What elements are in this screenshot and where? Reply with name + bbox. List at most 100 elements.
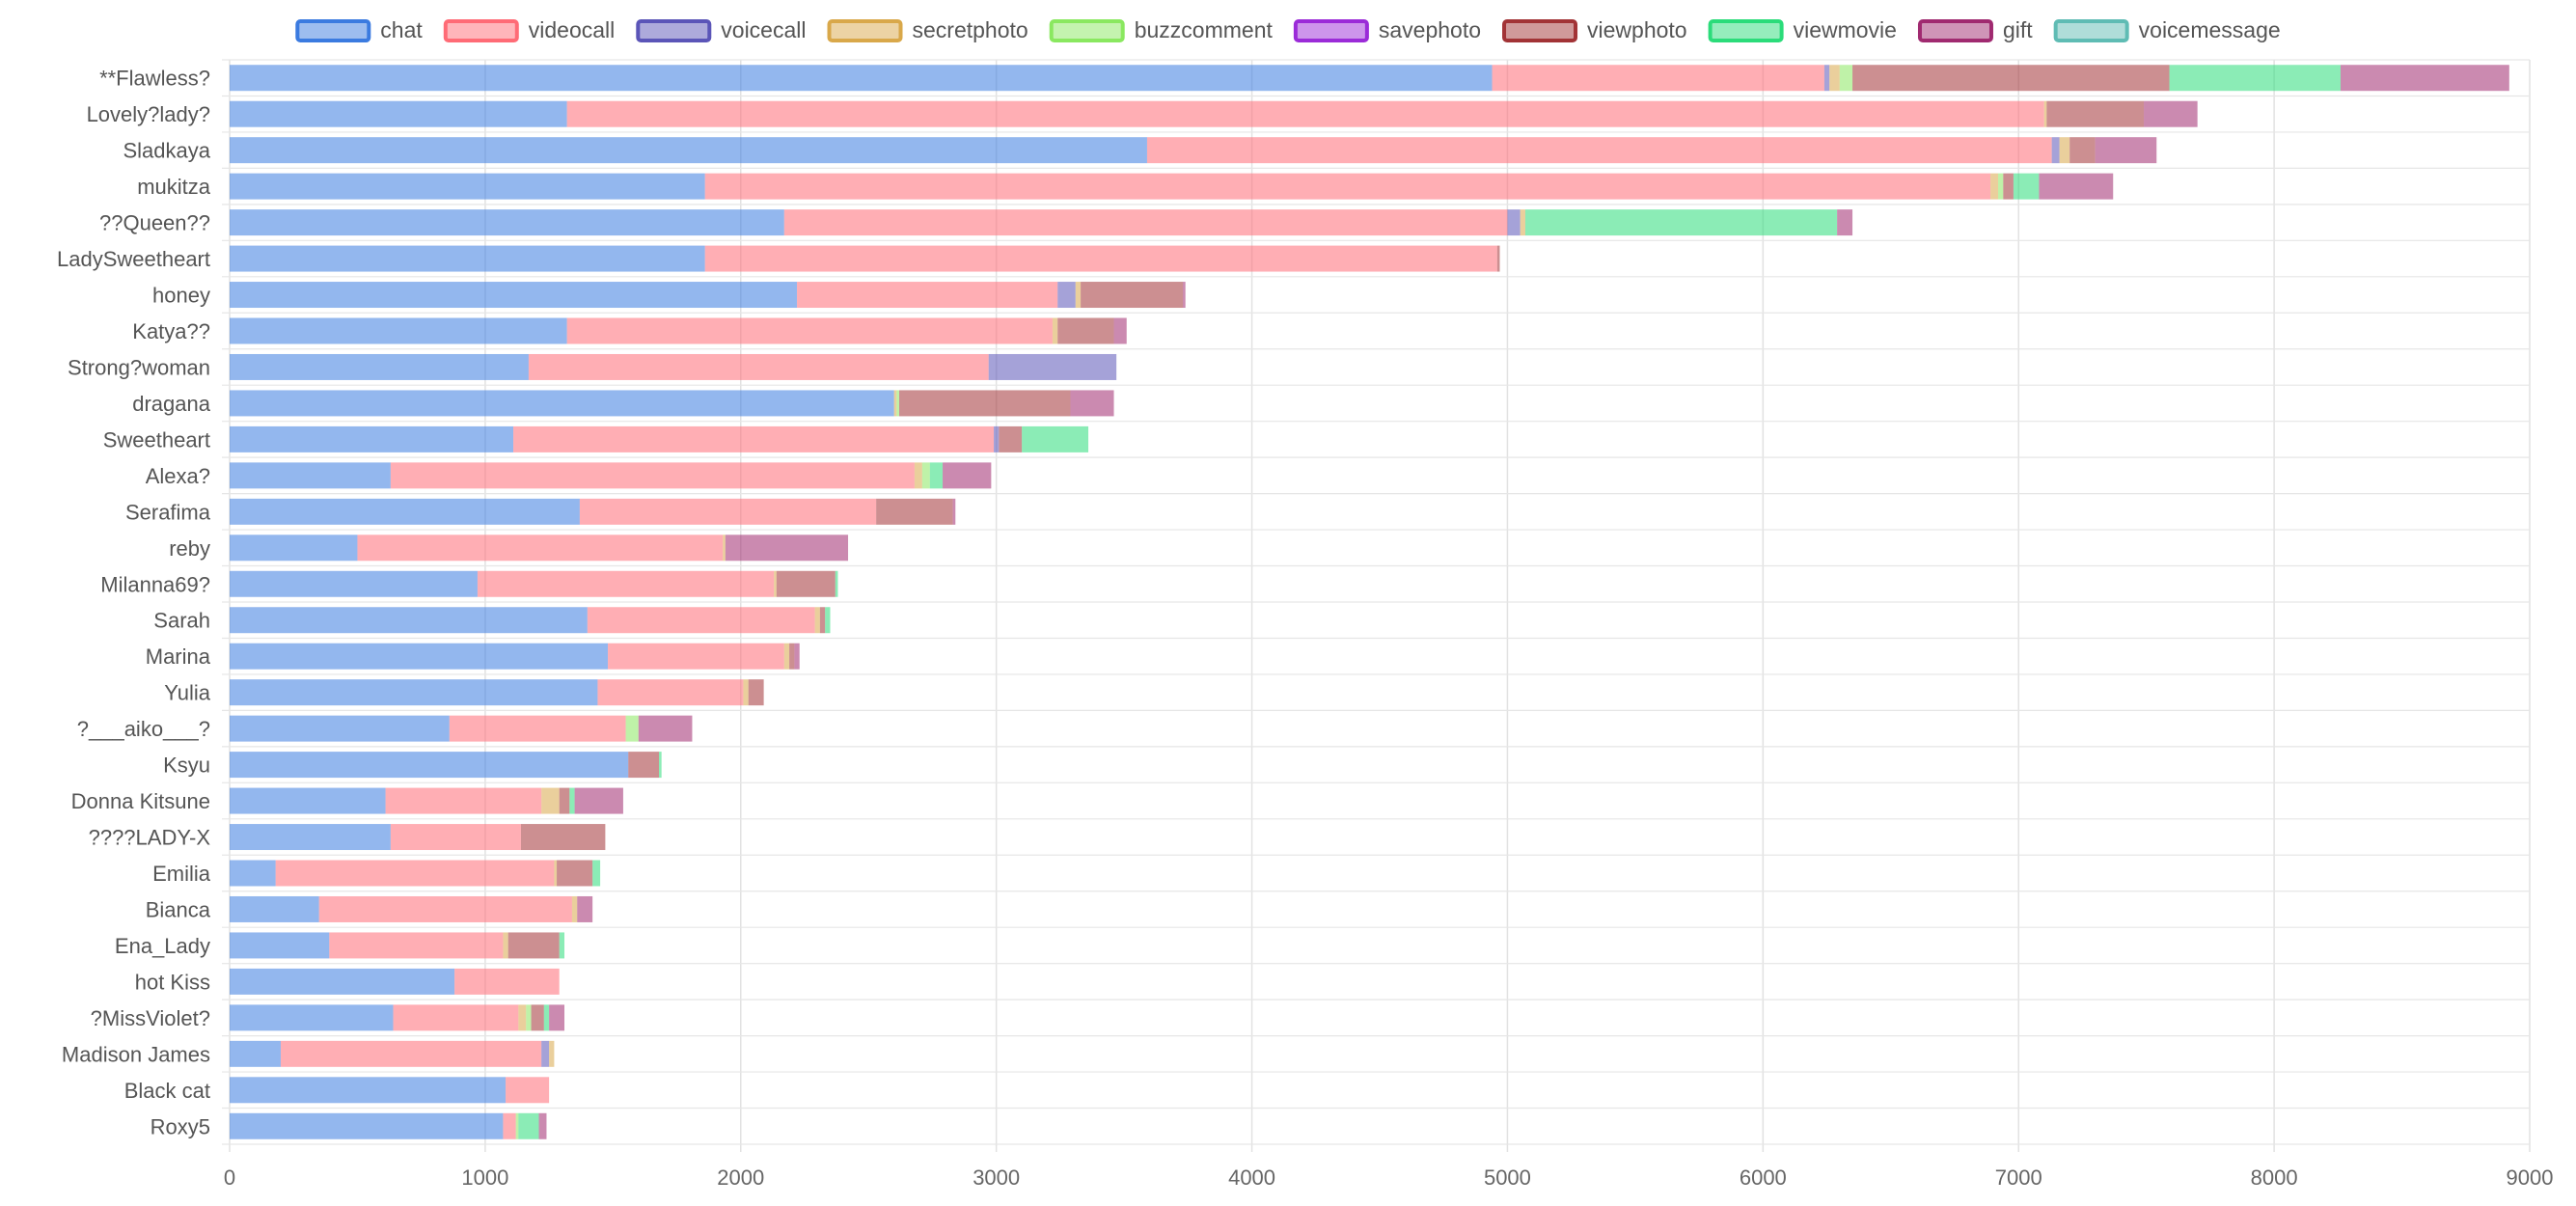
bar-segment-secretphoto[interactable] [893, 390, 897, 417]
bar-segment-videocall[interactable] [393, 1004, 519, 1031]
bar-segment-videocall[interactable] [783, 209, 1508, 236]
bar-segment-secretphoto[interactable] [1075, 282, 1082, 309]
bar-segment-gift[interactable] [638, 715, 693, 742]
bar-segment-videocall[interactable] [275, 860, 555, 887]
bar-segment-secretphoto[interactable] [814, 607, 820, 634]
bar-segment-buzzcomment[interactable] [921, 462, 930, 489]
bar-segment-videocall[interactable] [477, 570, 775, 597]
bar-segment-chat[interactable] [230, 282, 798, 309]
bar-segment-videocall[interactable] [797, 282, 1058, 309]
bar-segment-viewphoto[interactable] [628, 752, 660, 779]
legend-item-videocall[interactable]: videocall [443, 17, 616, 42]
bar-segment-chat[interactable] [230, 65, 1493, 92]
bar-segment-chat[interactable] [230, 715, 450, 742]
bar-segment-videocall[interactable] [390, 824, 521, 851]
legend-item-gift[interactable]: gift [1917, 17, 2033, 42]
bar-segment-gift[interactable] [943, 462, 992, 489]
bar-segment-gift[interactable] [1070, 390, 1114, 417]
bar-segment-gift[interactable] [1113, 317, 1127, 344]
bar-segment-secretphoto[interactable] [518, 1004, 527, 1031]
bar-segment-videocall[interactable] [566, 100, 2044, 127]
bar-segment-voicecall[interactable] [1823, 65, 1830, 92]
bar-segment-buzzcomment[interactable] [1839, 65, 1853, 92]
bar-segment-videocall[interactable] [704, 245, 1497, 272]
bar-segment-secretphoto[interactable] [554, 860, 558, 887]
bar-segment-viewmovie[interactable] [569, 787, 575, 814]
bar-segment-chat[interactable] [230, 100, 567, 127]
bar-segment-buzzcomment[interactable] [896, 390, 900, 417]
bar-segment-chat[interactable] [230, 209, 784, 236]
bar-segment-gift[interactable] [577, 895, 593, 922]
bar-segment-chat[interactable] [230, 643, 609, 670]
bar-segment-secretphoto[interactable] [723, 534, 726, 562]
bar-segment-chat[interactable] [230, 1040, 281, 1067]
bar-segment-viewmovie[interactable] [2169, 65, 2341, 92]
bar-segment-chat[interactable] [230, 1004, 394, 1031]
bar-segment-viewphoto[interactable] [999, 425, 1023, 452]
bar-segment-chat[interactable] [230, 1077, 507, 1104]
bar-segment-viewphoto[interactable] [2003, 173, 2014, 200]
bar-segment-buzzcomment[interactable] [1998, 173, 2004, 200]
bar-segment-viewmovie[interactable] [929, 462, 944, 489]
bar-segment-viewphoto[interactable] [819, 607, 826, 634]
bar-segment-chat[interactable] [230, 968, 455, 995]
bar-segment-videocall[interactable] [608, 643, 784, 670]
bar-segment-viewmovie[interactable] [1022, 425, 1089, 452]
bar-segment-viewmovie[interactable] [2013, 173, 2040, 200]
bar-segment-gift[interactable] [794, 643, 800, 670]
bar-segment-gift[interactable] [1837, 209, 1853, 236]
bar-segment-voicecall[interactable] [541, 1040, 550, 1067]
bar-segment-videocall[interactable] [385, 787, 542, 814]
bar-segment-viewphoto[interactable] [1081, 282, 1184, 309]
bar-segment-videocall[interactable] [704, 173, 1991, 200]
bar-segment-viewmovie[interactable] [835, 570, 838, 597]
bar-segment-viewmovie[interactable] [659, 752, 662, 779]
bar-segment-videocall[interactable] [587, 607, 815, 634]
bar-segment-chat[interactable] [230, 679, 598, 706]
bar-segment-viewphoto[interactable] [899, 390, 1071, 417]
bar-segment-chat[interactable] [230, 173, 705, 200]
bar-segment-secretphoto[interactable] [1520, 209, 1525, 236]
bar-segment-viewphoto[interactable] [531, 1004, 544, 1031]
bar-segment-chat[interactable] [230, 860, 276, 887]
legend-item-viewmovie[interactable]: viewmovie [1708, 17, 1897, 42]
bar-segment-gift[interactable] [574, 787, 623, 814]
bar-segment-secretphoto[interactable] [503, 932, 508, 959]
bar-segment-videocall[interactable] [513, 425, 995, 452]
bar-segment-videocall[interactable] [318, 895, 572, 922]
bar-segment-chat[interactable] [230, 390, 894, 417]
legend-item-buzzcomment[interactable]: buzzcomment [1049, 17, 1274, 42]
bar-segment-chat[interactable] [230, 895, 319, 922]
bar-segment-videocall[interactable] [1146, 137, 2052, 164]
bar-segment-viewmovie[interactable] [543, 1004, 550, 1031]
legend-item-savephoto[interactable]: savephoto [1293, 17, 1481, 42]
legend-item-voicecall[interactable]: voicecall [636, 17, 807, 42]
bar-segment-videocall[interactable] [597, 679, 744, 706]
bar-segment-videocall[interactable] [449, 715, 626, 742]
bar-segment-viewphoto[interactable] [876, 498, 953, 525]
bar-segment-viewphoto[interactable] [557, 860, 593, 887]
bar-segment-videocall[interactable] [528, 353, 989, 380]
bar-segment-buzzcomment[interactable] [526, 1004, 532, 1031]
bar-segment-gift[interactable] [538, 1112, 547, 1139]
bar-segment-viewphoto[interactable] [776, 570, 836, 597]
bar-segment-secretphoto[interactable] [1990, 173, 1999, 200]
bar-segment-buzzcomment[interactable] [625, 715, 639, 742]
bar-segment-buzzcomment[interactable] [515, 1112, 519, 1139]
bar-segment-viewphoto[interactable] [507, 932, 560, 959]
bar-segment-secretphoto[interactable] [743, 679, 749, 706]
bar-segment-viewphoto[interactable] [2046, 100, 2145, 127]
bar-segment-viewphoto[interactable] [748, 679, 764, 706]
legend-item-secretphoto[interactable]: secretphoto [827, 17, 1028, 42]
bar-segment-voicecall[interactable] [994, 425, 1000, 452]
bar-segment-gift[interactable] [2095, 137, 2157, 164]
bar-segment-chat[interactable] [230, 1112, 504, 1139]
bar-segment-chat[interactable] [230, 425, 514, 452]
bar-segment-chat[interactable] [230, 498, 580, 525]
bar-segment-viewmovie[interactable] [518, 1112, 539, 1139]
bar-segment-chat[interactable] [230, 462, 391, 489]
bar-segment-secretphoto[interactable] [541, 787, 560, 814]
bar-segment-videocall[interactable] [390, 462, 915, 489]
bar-segment-chat[interactable] [230, 245, 705, 272]
bar-segment-voicecall[interactable] [988, 353, 1117, 380]
